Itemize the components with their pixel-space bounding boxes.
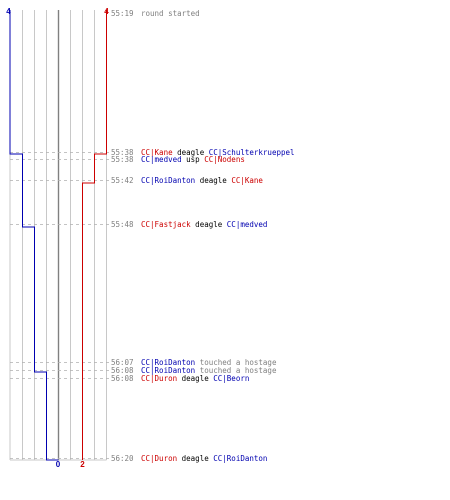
event-weapon: deagle [177,374,213,383]
event-message: round started [141,9,200,18]
event-row: 55:48 CC|Fastjack deagle CC|medved [111,220,267,229]
blue-end-count: 0 [56,460,61,469]
event-message: CC|RoiDanton deagle CC|Kane [141,176,263,185]
event-weapon: deagle [177,454,213,463]
player-name: CC|RoiDanton [141,176,195,185]
player-name: CC|Duron [141,374,177,383]
event-text: round started [141,9,200,18]
event-row: 56:07 CC|RoiDanton touched a hostage [111,358,277,367]
event-time: 55:48 [111,220,134,229]
event-row: 56:08 CC|Duron deagle CC|Beorn [111,374,249,383]
event-message: CC|Duron deagle CC|Beorn [141,374,249,383]
player-name: CC|Kane [141,148,173,157]
event-time: 55:38 [111,148,134,157]
event-row: 55:38 CC|medved usp CC|Nodens [111,155,245,164]
event-message: CC|RoiDanton touched a hostage [141,366,277,375]
event-row: 55:42 CC|RoiDanton deagle CC|Kane [111,176,263,185]
player-name: CC|RoiDanton [141,366,195,375]
event-time: 55:19 [111,9,134,18]
event-message: CC|Duron deagle CC|RoiDanton [141,454,267,463]
event-row: 56:20 CC|Duron deagle CC|RoiDanton [111,454,267,463]
event-text: touched a hostage [195,358,277,367]
event-time: 56:08 [111,366,134,375]
event-guide-lines [10,152,109,459]
event-time: 55:38 [111,155,134,164]
blue-start-count: 4 [6,7,11,16]
event-message: CC|RoiDanton touched a hostage [141,358,277,367]
player-count-grid [9,10,107,461]
event-row: 55:38 CC|Kane deagle CC|Schulterkrueppel [111,148,295,157]
red-end-count: 2 [80,460,85,469]
blue-team-count-line [9,10,59,461]
red-team-count-line [82,10,107,460]
event-message: CC|Fastjack deagle CC|medved [141,220,267,229]
player-name: CC|medved [227,220,268,229]
player-name: CC|medved [141,155,182,164]
player-name: CC|RoiDanton [141,358,195,367]
event-weapon: deagle [173,148,209,157]
event-row: 56:08 CC|RoiDanton touched a hostage [111,366,277,375]
player-name: CC|Fastjack [141,220,191,229]
event-time: 56:08 [111,374,134,383]
player-name: CC|Kane [231,176,263,185]
event-time: 56:20 [111,454,134,463]
event-weapon: usp [182,155,205,164]
player-name: CC|Nodens [204,155,245,164]
event-message: CC|Kane deagle CC|Schulterkrueppel [141,148,295,157]
event-log: 55:19 round started 55:38 CC|Kane deagle CC… [111,9,295,463]
player-name: CC|Duron [141,454,177,463]
event-time: 56:07 [111,358,134,367]
player-name: CC|RoiDanton [213,454,267,463]
event-message: CC|medved usp CC|Nodens [141,155,245,164]
event-time: 55:42 [111,176,134,185]
event-weapon: deagle [195,176,231,185]
event-text: touched a hostage [195,366,277,375]
event-row: 55:19 round started [111,9,200,18]
red-start-count: 4 [104,7,109,16]
player-name: CC|Schulterkrueppel [209,148,295,157]
event-weapon: deagle [191,220,227,229]
player-name: CC|Beorn [213,374,249,383]
